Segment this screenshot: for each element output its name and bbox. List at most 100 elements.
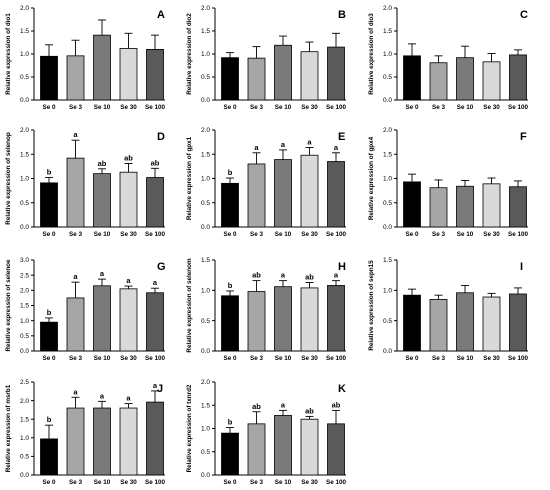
panel-letter: C (520, 9, 528, 21)
bar-se-100 (327, 161, 345, 228)
x-tick-label: Se 30 (301, 355, 318, 362)
x-tick-label: Se 100 (145, 104, 165, 111)
bar-se-100 (327, 423, 345, 476)
bar-se-0 (221, 182, 239, 228)
chart-panel-i: 0.0 0.5 1.0 1.5 Relative expression of sepn1… (368, 257, 528, 362)
chart-panel-j: 0.0 0.5 1.0 1.5 2.0 2.5 Relative expression of… (5, 379, 165, 486)
y-tick-label: 1.0 (201, 176, 210, 183)
y-tick-label: 0.0 (201, 348, 210, 355)
x-tick-label: Se 100 (508, 355, 528, 362)
significance-label: ab (332, 400, 341, 409)
x-tick-label: Se 10 (457, 231, 474, 238)
bar-se-0 (40, 438, 58, 476)
significance-label: a (254, 143, 259, 152)
x-tick-label: Se 0 (43, 479, 56, 486)
bar-se-10 (93, 173, 111, 228)
significance-label: a (281, 140, 286, 149)
x-tick-label: Se 10 (457, 104, 474, 111)
y-tick-label: 0.0 (201, 97, 210, 104)
x-tick-label: Se 10 (457, 355, 474, 362)
y-tick-label: 1.5 (20, 416, 29, 423)
x-tick-label: Se 0 (406, 355, 419, 362)
significance-label: a (73, 130, 78, 139)
bar-se-30 (482, 183, 501, 228)
x-tick-label: Se 30 (301, 479, 318, 486)
x-tick-label: Se 10 (94, 231, 111, 238)
bar-se-100 (509, 54, 527, 101)
y-tick-label: 3.0 (20, 257, 29, 264)
x-tick-label: Se 0 (224, 355, 237, 362)
y-tick-label: 0.0 (383, 348, 392, 355)
bar-se-10 (93, 285, 111, 352)
x-tick-label: Se 30 (483, 104, 500, 111)
x-tick-label: Se 0 (43, 104, 56, 111)
x-tick-label: Se 3 (432, 355, 445, 362)
y-tick-label: 0.5 (20, 74, 29, 81)
chart-panel-f: 0.0 0.5 1.0 1.5 2.0 Relative expression of gp… (368, 127, 528, 238)
y-tick-label: 1.5 (383, 257, 392, 264)
x-tick-label: Se 100 (145, 479, 165, 486)
bar-se-10 (93, 407, 111, 476)
y-axis-label: Relative expression of gpx4 (368, 136, 375, 220)
significance-label: a (281, 400, 286, 409)
y-tick-label: 2.0 (201, 5, 210, 12)
y-tick-label: 0.5 (201, 200, 210, 207)
significance-label: a (100, 269, 105, 278)
y-tick-label: 1.0 (201, 288, 210, 295)
bar-se-100 (146, 49, 164, 101)
bar-se-3 (429, 62, 448, 101)
significance-label: a (73, 272, 78, 281)
x-tick-label: Se 100 (145, 355, 165, 362)
panel-letter: F (520, 131, 527, 143)
x-tick-label: Se 30 (120, 479, 137, 486)
x-tick-label: Se 100 (326, 355, 346, 362)
y-tick-label: 1.0 (201, 426, 210, 433)
bar-se-3 (247, 57, 266, 101)
x-tick-label: Se 3 (69, 479, 82, 486)
significance-label: ab (151, 158, 160, 167)
bar-se-100 (509, 293, 527, 352)
y-tick-label: 0.5 (201, 74, 210, 81)
x-tick-label: Se 10 (275, 231, 292, 238)
y-tick-label: 1.5 (201, 402, 210, 409)
y-tick-label: 2.0 (20, 5, 29, 12)
bar-se-3 (66, 297, 85, 352)
chart-panel-h: 0.0 0.5 1.0 1.5 Relative expression of selen… (186, 257, 346, 362)
y-tick-label: 1.5 (201, 151, 210, 158)
x-tick-label: Se 3 (250, 355, 263, 362)
y-tick-label: 1.0 (20, 435, 29, 442)
significance-label: ab (305, 406, 314, 415)
y-tick-label: 1.0 (20, 176, 29, 183)
significance-label: b (228, 418, 233, 427)
x-tick-label: Se 100 (508, 231, 528, 238)
significance-label: ab (98, 159, 107, 168)
bar-se-10 (456, 57, 474, 101)
x-tick-label: Se 100 (326, 231, 346, 238)
y-tick-label: 0.0 (20, 224, 29, 231)
x-tick-label: Se 30 (120, 231, 137, 238)
y-tick-label: 1.5 (383, 151, 392, 158)
y-axis-label: Relative expression of txnrd2 (186, 384, 193, 472)
x-tick-label: Se 10 (275, 104, 292, 111)
y-tick-label: 1.0 (383, 176, 392, 183)
y-tick-label: 0.5 (383, 200, 392, 207)
panel-letter: B (338, 9, 346, 21)
significance-label: a (334, 271, 339, 280)
bar-se-30 (119, 48, 138, 101)
y-tick-label: 2.0 (201, 379, 210, 386)
panel-letter: K (338, 383, 346, 395)
bar-se-3 (66, 407, 85, 476)
chart-panel-g: 0.0 0.5 1.0 1.5 2.0 2.5 3.0 Relative expression… (5, 257, 166, 362)
significance-label: a (307, 137, 312, 146)
bar-se-30 (300, 154, 319, 228)
bar-se-100 (146, 292, 164, 352)
y-axis-label: Relative expression of selenoe (5, 259, 12, 352)
y-tick-label: 1.5 (201, 257, 210, 264)
y-tick-label: 2.5 (20, 272, 29, 279)
y-axis-label: Relative expression of dio1 (5, 13, 12, 95)
panel-letter: G (157, 261, 166, 273)
significance-label: ab (252, 402, 261, 411)
bar-se-3 (66, 157, 85, 228)
y-tick-label: 1.5 (383, 28, 392, 35)
